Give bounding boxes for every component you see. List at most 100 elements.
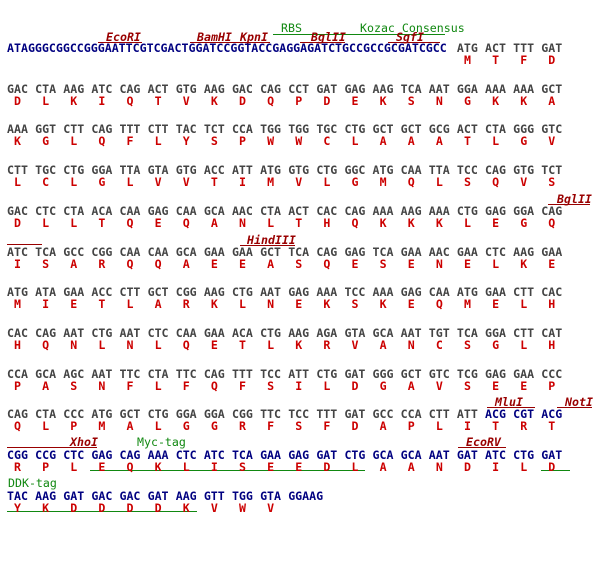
codon: TTA <box>428 163 450 178</box>
codon: CGG <box>231 407 253 422</box>
codon: CTT <box>513 325 535 340</box>
annotation-line <box>487 407 535 408</box>
amino-acid: V <box>548 134 556 149</box>
amino-acid: C <box>435 337 443 352</box>
amino-acid: R <box>98 256 106 271</box>
amino-acid: E <box>295 460 303 474</box>
amino-acid: M <box>463 297 471 312</box>
codon: CTG <box>91 325 113 340</box>
amino-acid: K <box>182 500 190 515</box>
codon: CAG <box>203 366 225 381</box>
codon: GAT <box>316 448 338 462</box>
amino-acid: A <box>379 134 387 149</box>
amino-acid: R <box>182 297 190 312</box>
codon: CTC <box>175 448 197 462</box>
codon: AAT <box>260 285 282 300</box>
amino-acid: I <box>98 93 106 108</box>
feature-label: Kozac Consensus <box>360 21 465 35</box>
codon: TCT <box>541 163 563 178</box>
amino-acid: L <box>351 460 359 474</box>
amino-acid: W <box>295 134 303 149</box>
codon: GCT <box>541 81 563 96</box>
codon: CAA <box>400 163 422 178</box>
amino-acid: R <box>323 337 331 352</box>
amino-acid: T <box>463 134 471 149</box>
amino-acid: Q <box>182 337 190 352</box>
codon: CTC <box>63 448 85 462</box>
amino-acid: K <box>379 297 387 312</box>
amino-acid: S <box>70 378 78 393</box>
codon: AAA <box>316 285 338 300</box>
amino-acid: E <box>154 215 162 230</box>
codon: GCT <box>260 244 282 259</box>
codon: CCA <box>231 122 253 137</box>
amino-acid: L <box>267 337 275 352</box>
codon: GAC <box>231 81 253 96</box>
feature-label: Myc-tag <box>137 435 186 449</box>
codon: AAT <box>428 448 450 462</box>
amino-acid: L <box>70 134 78 149</box>
codon: CTG <box>147 407 169 422</box>
amino-acid: F <box>238 378 246 393</box>
amino-acid: R <box>238 419 246 434</box>
codon: TAC <box>175 122 197 137</box>
codon: TGT <box>428 325 450 340</box>
codon: GAT <box>344 407 366 422</box>
amino-acid: M <box>379 175 387 190</box>
amino-acid: A <box>379 337 387 352</box>
amino-acid: D <box>323 460 331 474</box>
amino-acid: R <box>14 460 21 474</box>
codon: ATG <box>372 163 394 178</box>
restriction-site: BglII <box>557 192 592 206</box>
codon: ATT <box>456 407 478 422</box>
tag-underline <box>90 470 365 471</box>
codon: TCA <box>456 325 478 340</box>
amino-acid: T <box>492 419 500 434</box>
codon: GCA <box>372 325 394 340</box>
amino-acid: L <box>42 419 50 434</box>
amino-acid: A <box>435 134 443 149</box>
amino-acid: N <box>435 93 443 108</box>
amino-acid: K <box>210 297 218 312</box>
amino-acid: D <box>14 93 21 108</box>
amino-acid: A <box>126 419 134 434</box>
amino-acid: I <box>42 297 50 312</box>
amino-acid: L <box>70 175 78 190</box>
amino-acid: K <box>492 93 500 108</box>
amino-acid: A <box>267 256 275 271</box>
amino-acid: S <box>463 175 471 190</box>
amino-acid: D <box>70 500 78 515</box>
amino-acid: E <box>520 378 528 393</box>
amino-acid: Q <box>323 256 331 271</box>
amino-acid: T <box>548 419 556 434</box>
codon: CTG <box>260 325 282 340</box>
amino-acid: L <box>154 378 162 393</box>
vector-sequence: ATAGGGCGGCCGGGAATTCGTCGACTGGATCCGGTACCGA… <box>7 41 447 55</box>
codon: CTG <box>63 163 85 178</box>
codon: GTG <box>288 163 310 178</box>
codon: ATA <box>35 285 57 300</box>
amino-acid: E <box>210 256 218 271</box>
restriction-site: SgfI <box>396 30 424 44</box>
amino-acid: T <box>238 337 246 352</box>
codon: GGA <box>456 81 478 96</box>
codon: CAG <box>260 81 282 96</box>
amino-acid: G <box>210 419 218 434</box>
amino-acid: R <box>520 419 528 434</box>
amino-acid: I <box>492 460 500 474</box>
codon: AAG <box>513 244 535 259</box>
codon: TAC <box>7 488 28 503</box>
codon: GGC <box>344 163 366 178</box>
amino-acid: G <box>42 134 50 149</box>
codon: GAG <box>288 448 310 462</box>
codon: CTA <box>35 81 57 96</box>
restriction-site: XhoI <box>70 435 98 449</box>
codon: AAA <box>147 448 169 462</box>
codon: CAG <box>485 163 506 178</box>
codon: AAG <box>372 81 394 96</box>
codon: GAG <box>400 285 422 300</box>
codon: GGG <box>372 366 394 381</box>
codon: CTG <box>344 122 366 137</box>
annotation-line <box>388 42 440 43</box>
amino-acid: N <box>238 215 246 230</box>
